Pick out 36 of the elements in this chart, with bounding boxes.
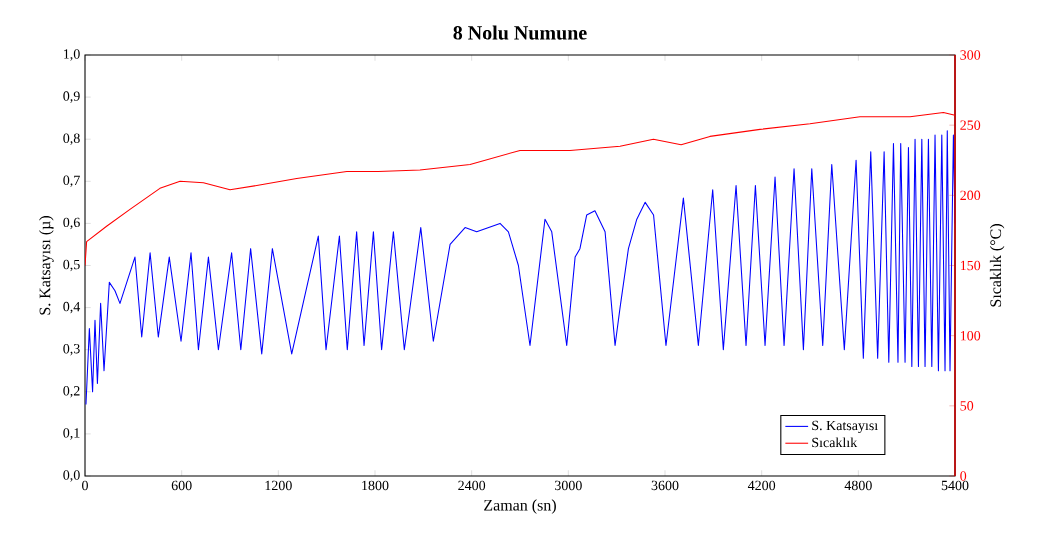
y2-tick-label: 0 [960,471,967,481]
y-tick-label: 0,0 [63,470,80,482]
y-tick-label: 1,0 [64,49,80,61]
x-tick-label: 3000 [555,480,582,491]
legend-label: Sıcaklık [812,437,858,448]
line-series [85,130,956,405]
x-tick-label: 4800 [844,480,872,491]
chart-title: 8 Nolu Numune [453,25,587,40]
x-tick-label: 1800 [362,480,389,491]
x-axis-title: Zaman (sn) [484,499,556,514]
y-tick-label: 0,2 [63,386,80,398]
x-tick-label: 3600 [651,480,679,491]
legend-label: S. Katsayısı [812,420,878,434]
line-series [85,111,956,267]
y2-tick-label: 200 [960,190,981,201]
y-tick-label: 0,5 [63,259,80,272]
y2-tick-label: 100 [960,330,981,341]
y-tick-label: 0,8 [63,133,80,145]
y2-tick-label: 300 [960,50,981,60]
x-tick-label: 5400 [941,480,969,491]
y2-axis-title: Sıcaklık (°C) [989,224,1005,307]
x-tick-label: 4200 [747,480,776,491]
y-tick-label: 0,4 [63,301,81,314]
y-tick-label: 0,3 [63,343,80,356]
y-tick-label: 0,6 [63,217,80,230]
x-tick-label: 0 [82,480,88,491]
x-tick-label: 2400 [458,480,486,491]
x-tick-label: 600 [171,480,192,491]
y2-tick-label: 250 [960,120,981,130]
y-tick-label: 0,1 [63,428,80,440]
y-tick-label: 0,9 [63,91,80,103]
y-tick-label: 0,7 [63,175,80,188]
y2-tick-label: 50 [960,401,974,411]
y-axis-title: S. Katsayısı (µ) [39,216,54,315]
x-tick-label: 1200 [265,480,292,491]
y2-tick-label: 150 [960,260,981,271]
